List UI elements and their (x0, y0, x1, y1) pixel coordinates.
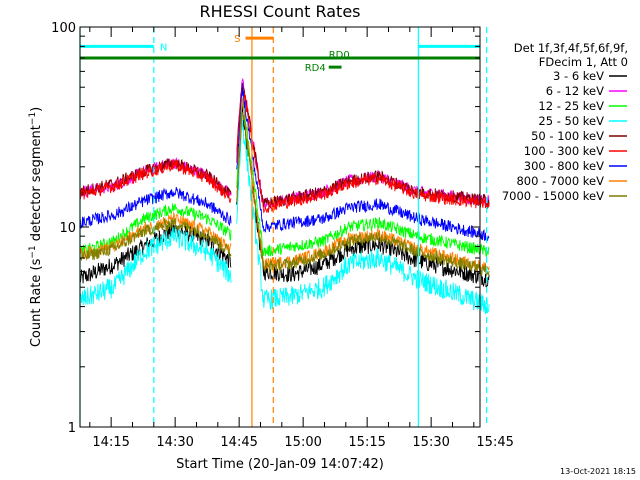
x-tick-label: 15:15 (348, 435, 385, 450)
chart-title: RHESSI Count Rates (200, 2, 361, 21)
series-line (79, 82, 490, 209)
y-tick-label: 100 (51, 21, 76, 36)
legend-header-1: Det 1f,3f,4f,5f,6f,9f, (514, 41, 628, 55)
x-axis-label: Start Time (20-Jan-09 14:07:42) (176, 457, 384, 472)
footer-timestamp: 13-Oct-2021 18:15 (560, 467, 636, 476)
series-line (79, 83, 490, 241)
legend-entry-label: 300 - 800 keV (524, 159, 604, 173)
legend-entry-label: 25 - 50 keV (538, 114, 604, 128)
x-tick-label: 15:00 (284, 435, 321, 450)
y-axis-label-c: ) (29, 107, 44, 112)
annotation-label: S (234, 34, 240, 45)
y-axis-label-sup1: −1 (28, 245, 38, 258)
series-line (79, 111, 490, 277)
y-tick-label: 1 (68, 421, 76, 436)
y-axis-label-b: detector segment (29, 125, 44, 245)
x-tick-label: 14:45 (220, 435, 257, 450)
x-tick-label: 15:45 (476, 435, 513, 450)
legend-header-2: FDecim 1, Att 0 (539, 55, 628, 69)
y-axis-label: Count Rate (s−1 detector segment−1) (28, 107, 44, 347)
x-tick-label: 14:30 (156, 435, 193, 450)
legend-entry-label: 3 - 6 keV (553, 69, 604, 83)
annotation-label: RD0 (329, 50, 350, 61)
x-tick-label: 15:30 (412, 435, 449, 450)
series-group (79, 77, 490, 315)
series-line (79, 82, 490, 214)
annotation-label: RD4 (305, 63, 326, 74)
y-axis-label-sup2: −1 (28, 112, 38, 125)
legend-entry-label: 12 - 25 keV (538, 99, 604, 113)
y-axis-label-a: Count Rate (s (29, 258, 44, 347)
legend-entry-label: 6 - 12 keV (546, 84, 604, 98)
axes-group: 1 10 100 14:15 14:30 14:45 15:00 15:15 15:30 15:4… (51, 21, 514, 450)
legend-entry-label: 50 - 100 keV (531, 129, 604, 143)
legend-entry-label: 800 - 7000 keV (516, 174, 604, 188)
y-tick-label: 10 (59, 221, 76, 236)
legend: Det 1f,3f,4f,5f,6f,9f, FDecim 1, Att 0 3… (502, 41, 628, 203)
x-tick-label: 14:15 (92, 435, 129, 450)
legend-entry-label: 7000 - 15000 keV (502, 189, 604, 203)
series-line (79, 119, 490, 315)
annotation-label: N (160, 42, 167, 53)
legend-entry-label: 100 - 300 keV (524, 144, 604, 158)
series-line (79, 77, 490, 210)
